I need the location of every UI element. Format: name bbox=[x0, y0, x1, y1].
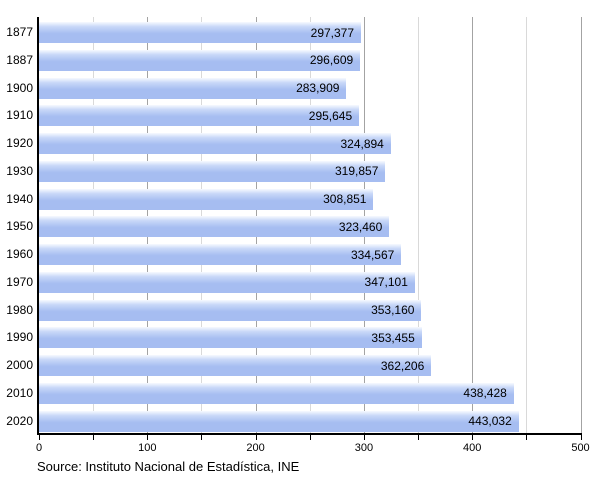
x-axis-tick-label: 300 bbox=[354, 442, 374, 454]
year-label: 1910 bbox=[6, 108, 33, 123]
year-label: 2020 bbox=[6, 413, 33, 428]
bar-value-label: 362,206 bbox=[380, 358, 425, 373]
year-label: 1940 bbox=[6, 191, 33, 206]
x-axis-tick bbox=[309, 435, 311, 440]
bar-row: 1887 296,609 bbox=[6, 45, 582, 73]
year-label: 1950 bbox=[6, 219, 33, 234]
x-axis-tick bbox=[580, 435, 582, 440]
x-axis-tick bbox=[255, 435, 257, 440]
x-axis-ticks bbox=[39, 435, 582, 441]
bar-row: 1910 295,645 bbox=[6, 100, 582, 128]
year-label: 1930 bbox=[6, 163, 33, 178]
year-label: 1900 bbox=[6, 80, 33, 95]
bar-value-label: 443,032 bbox=[468, 414, 512, 429]
population-bar: 1920 324,894 bbox=[6, 133, 391, 155]
bar-value-label: 297,377 bbox=[310, 25, 355, 40]
population-bar: 1980 353,160 bbox=[6, 299, 422, 321]
x-axis-tick bbox=[526, 435, 528, 440]
population-bar: 1930 319,857 bbox=[6, 160, 386, 182]
bar-row: 1980 353,160 bbox=[6, 294, 582, 322]
x-axis-tick bbox=[39, 435, 40, 440]
population-bar: 1960 334,567 bbox=[6, 244, 402, 266]
bar-row: 1950 323,460 bbox=[6, 211, 582, 239]
gridline bbox=[526, 17, 528, 433]
x-axis-labels: 0 100 200 300 400 500 bbox=[35, 442, 590, 456]
population-bar: 1887 296,609 bbox=[6, 49, 361, 71]
bar-row: 1970 347,101 bbox=[6, 267, 582, 295]
bar-value-label: 353,160 bbox=[371, 303, 415, 318]
population-bar: 2010 438,428 bbox=[6, 382, 514, 404]
x-axis-tick-label: 500 bbox=[571, 442, 590, 454]
year-label: 1970 bbox=[6, 274, 33, 289]
bar-row: 1877 297,377 bbox=[6, 17, 582, 45]
bars-layer: 1877 297,377 1887 296,609 1900 283,909 1910 295… bbox=[6, 17, 582, 433]
year-label: 1887 bbox=[6, 52, 33, 67]
population-bar: 1877 297,377 bbox=[6, 22, 362, 44]
year-label: 1960 bbox=[6, 247, 33, 262]
bar-row: 1990 353,455 bbox=[6, 322, 582, 350]
population-bar: 2000 362,206 bbox=[6, 355, 432, 377]
x-axis-tick-label: 200 bbox=[246, 442, 265, 454]
bar-row: 1940 308,851 bbox=[6, 183, 582, 211]
x-axis-tick bbox=[363, 435, 365, 440]
bar-value-label: 296,609 bbox=[309, 53, 354, 68]
bar-value-label: 324,894 bbox=[340, 136, 384, 151]
x-axis-tick bbox=[93, 435, 95, 440]
bar-value-label: 323,460 bbox=[338, 219, 383, 234]
bar-value-label: 438,428 bbox=[463, 386, 507, 401]
bar-value-label: 353,455 bbox=[371, 330, 415, 345]
x-axis-tick-label: 100 bbox=[138, 442, 157, 454]
bar-row: 1900 283,909 bbox=[6, 72, 582, 100]
bar-value-label: 334,567 bbox=[350, 247, 395, 262]
population-bar: 1970 347,101 bbox=[6, 271, 415, 293]
bar-row: 2020 443,032 bbox=[6, 405, 582, 433]
population-bar: 1940 308,851 bbox=[6, 188, 374, 210]
bar-row: 2010 438,428 bbox=[6, 378, 582, 406]
x-axis-tick bbox=[147, 435, 149, 440]
year-label: 1990 bbox=[6, 330, 33, 345]
population-bar: 1910 295,645 bbox=[6, 105, 360, 127]
bar-row: 1960 334,567 bbox=[6, 239, 582, 267]
source-note: Source: Instituto Nacional de Estadístic… bbox=[37, 459, 300, 474]
bar-value-label: 347,101 bbox=[364, 275, 408, 290]
bar-value-label: 295,645 bbox=[308, 108, 353, 123]
x-axis-tick bbox=[418, 435, 420, 440]
year-label: 1980 bbox=[6, 302, 33, 317]
gridline bbox=[418, 17, 420, 433]
x-axis-tick-label: 0 bbox=[35, 442, 43, 454]
year-label: 1877 bbox=[6, 25, 33, 40]
bar-value-label: 308,851 bbox=[323, 192, 367, 207]
bar-value-label: 283,909 bbox=[296, 81, 340, 96]
population-bar: 1900 283,909 bbox=[6, 77, 347, 99]
gridline bbox=[580, 17, 582, 433]
year-label: 1920 bbox=[6, 136, 33, 151]
bar-value-label: 319,857 bbox=[335, 164, 379, 179]
bar-row: 1930 319,857 bbox=[6, 156, 582, 184]
bar-row: 1920 324,894 bbox=[6, 128, 582, 156]
population-bar: 1990 353,455 bbox=[6, 327, 422, 349]
year-label: 2010 bbox=[6, 385, 33, 400]
population-bar: 2020 443,032 bbox=[6, 410, 519, 432]
population-bar: 1950 323,460 bbox=[6, 216, 390, 238]
bar-row: 2000 362,206 bbox=[6, 350, 582, 378]
plot-area: 1877 297,377 1887 296,609 1900 283,909 1910 295… bbox=[6, 17, 590, 454]
x-axis-tick bbox=[472, 435, 474, 440]
year-label: 2000 bbox=[6, 358, 33, 373]
x-axis-tick bbox=[201, 435, 203, 440]
x-axis-tick-label: 400 bbox=[463, 442, 482, 454]
gridline bbox=[472, 17, 474, 433]
